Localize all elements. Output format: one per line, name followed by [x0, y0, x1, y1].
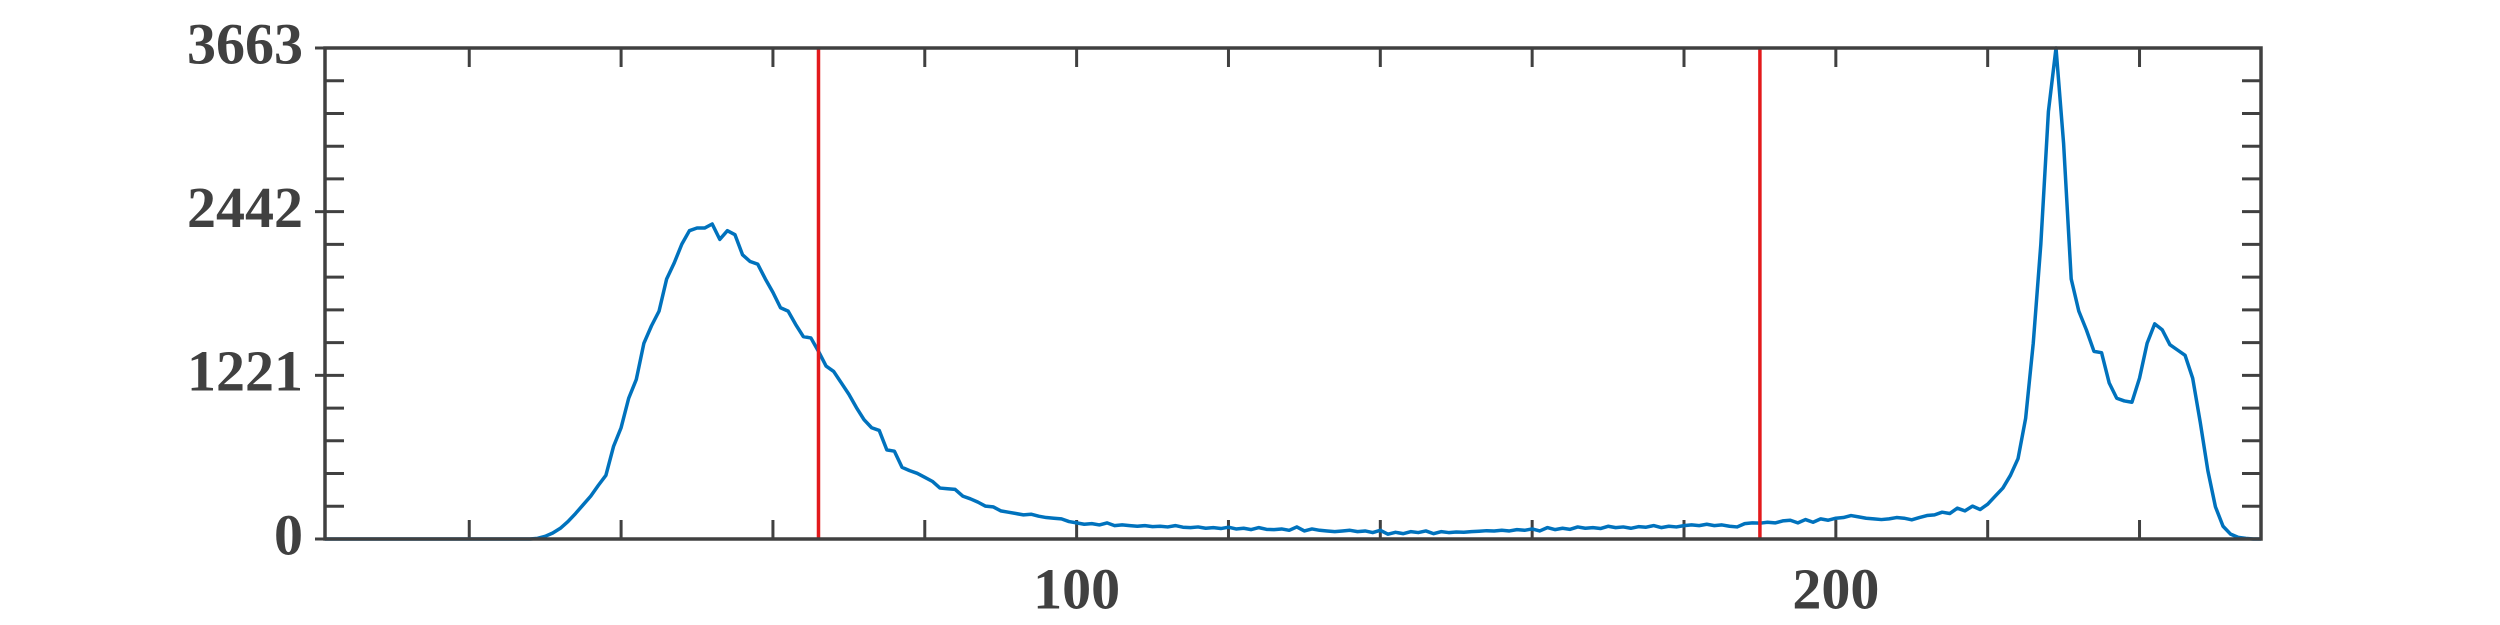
- y-tick-label: 2442: [187, 175, 303, 240]
- x-tick-label: 100: [1033, 556, 1120, 621]
- y-tick-label: 1221: [187, 339, 303, 404]
- data-line: [325, 46, 2261, 541]
- y-tick-label: 0: [274, 502, 303, 567]
- x-tick-label: 200: [1792, 556, 1879, 621]
- y-tick-label: 3663: [187, 11, 303, 76]
- plot-frame: [323, 46, 2263, 541]
